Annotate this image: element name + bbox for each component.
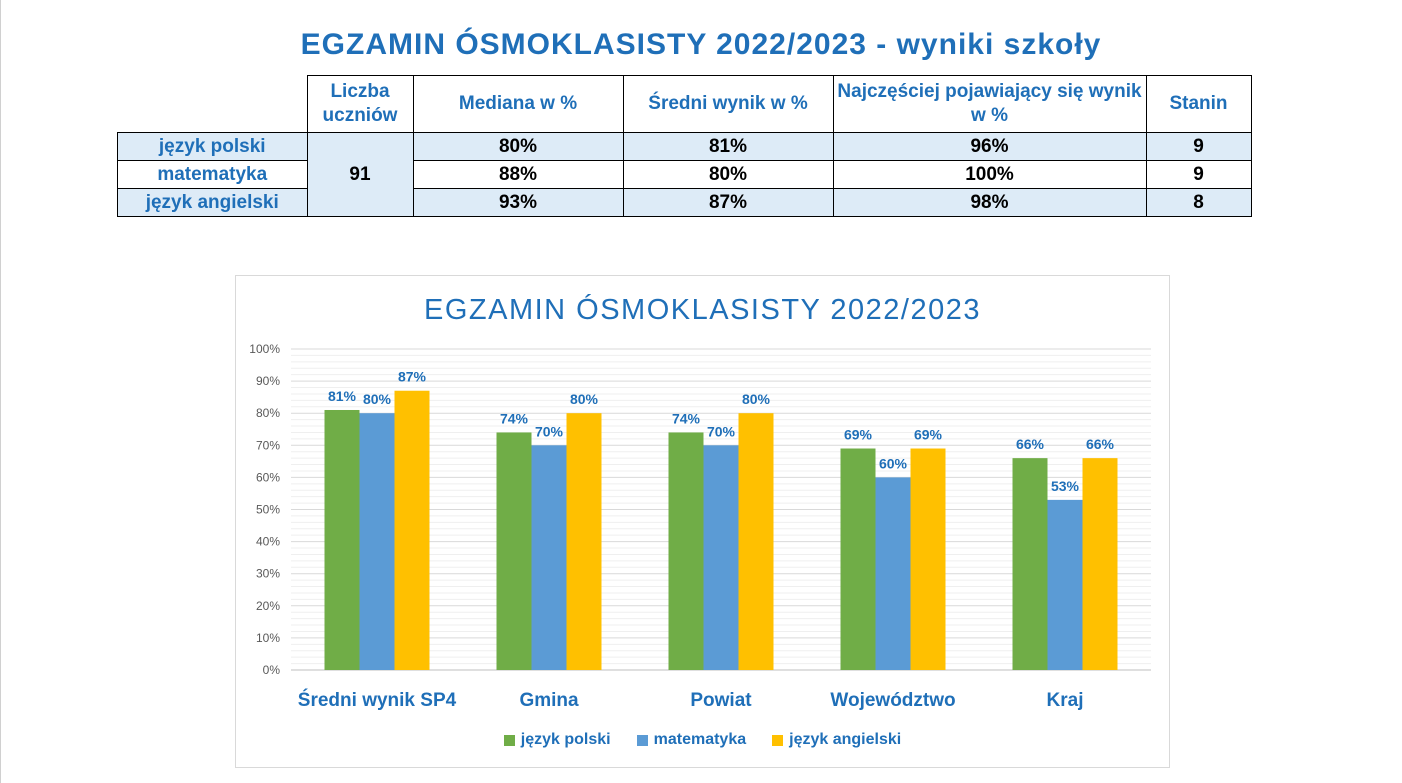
data-label: 80% — [570, 391, 599, 407]
data-label: 69% — [844, 427, 873, 443]
legend-swatch — [503, 734, 515, 746]
bar — [394, 390, 430, 670]
bar — [910, 448, 946, 670]
header-mean: Średni wynik w % — [622, 75, 834, 133]
stanine-cell: 9 — [1145, 160, 1252, 189]
y-tick-label: 100% — [249, 342, 280, 356]
y-tick-label: 50% — [256, 503, 280, 517]
subject-cell: język angielski — [117, 188, 308, 217]
table-row: język polski 91 80% 81% 96% 9 — [117, 132, 1252, 217]
bar — [496, 432, 532, 670]
y-tick-label: 60% — [256, 470, 280, 484]
y-tick-label: 80% — [256, 406, 280, 420]
subject-cell: matematyka — [117, 160, 308, 189]
legend-item: język angielski — [772, 731, 901, 749]
mean-cell: 80% — [622, 160, 834, 189]
median-cell: 88% — [412, 160, 624, 189]
header-student-count: Liczba uczniów — [306, 75, 414, 133]
y-tick-label: 0% — [263, 663, 281, 677]
data-label: 87% — [398, 369, 427, 385]
bar — [1082, 458, 1118, 670]
bar — [566, 413, 602, 670]
y-tick-label: 70% — [256, 438, 280, 452]
stanine-cell: 8 — [1145, 188, 1252, 217]
bar — [1012, 458, 1048, 670]
legend-label: język angielski — [789, 731, 902, 748]
bar — [738, 413, 774, 670]
data-label: 80% — [742, 391, 771, 407]
data-label: 74% — [500, 410, 529, 426]
x-tick-label: Gmina — [519, 690, 579, 711]
mode-cell: 98% — [832, 188, 1147, 217]
x-tick-label: Średni wynik SP4 — [298, 689, 457, 711]
x-tick-label: Powiat — [690, 690, 752, 711]
data-label: 69% — [914, 427, 943, 443]
median-cell: 80% — [412, 132, 624, 161]
data-label: 81% — [328, 388, 357, 404]
stanine-cell: 9 — [1145, 132, 1252, 161]
mode-cell: 100% — [832, 160, 1147, 189]
legend-item: język polski — [503, 731, 611, 749]
table-header-row: Liczba uczniów Mediana w % Średni wynik … — [117, 75, 1252, 133]
bar — [531, 445, 567, 670]
legend-label: matematyka — [653, 731, 747, 748]
student-count-cell: 91 — [306, 132, 414, 217]
page-left-border — [0, 0, 1, 783]
table-row: język angielski 93% 87% 98% 8 — [117, 188, 1252, 217]
data-label: 66% — [1016, 436, 1045, 452]
header-stanine: Stanin — [1145, 75, 1252, 133]
data-label: 66% — [1086, 436, 1115, 452]
header-median: Mediana w % — [412, 75, 624, 133]
legend-swatch — [636, 734, 648, 746]
legend-swatch — [772, 734, 784, 746]
chart-title: EGZAMIN ÓSMOKLASISTY 2022/2023 — [423, 294, 982, 326]
bar — [1047, 499, 1083, 670]
y-tick-label: 90% — [256, 374, 280, 388]
x-tick-label: Kraj — [1047, 690, 1084, 711]
bar — [840, 448, 876, 670]
data-label: 74% — [672, 410, 701, 426]
bar — [703, 445, 739, 670]
subject-cell: język polski — [117, 132, 308, 161]
chart-legend: język polski matematyka język angielski — [236, 731, 1169, 749]
table-corner-cell — [117, 75, 308, 133]
results-table: Liczba uczniów Mediana w % Średni wynik … — [117, 75, 1252, 217]
y-tick-label: 40% — [256, 535, 280, 549]
y-tick-label: 20% — [256, 599, 280, 613]
bar — [668, 432, 704, 670]
median-cell: 93% — [412, 188, 624, 217]
mean-cell: 81% — [622, 132, 834, 161]
bar — [875, 477, 911, 670]
table-row: matematyka 88% 80% 100% 9 — [117, 160, 1252, 189]
header-mode: Najczęściej pojawiający się wynik w % — [832, 75, 1147, 133]
bar — [324, 409, 360, 670]
data-label: 53% — [1051, 478, 1080, 494]
mean-cell: 87% — [622, 188, 834, 217]
data-label: 80% — [363, 391, 392, 407]
x-tick-label: Województwo — [830, 690, 955, 711]
bar — [359, 413, 395, 670]
data-label: 70% — [535, 423, 564, 439]
legend-label: język polski — [520, 731, 611, 748]
bar-chart-plot: 0% 10% 20% 30% 40% 50% 60% 70% 80% 90% 100% 81% 80% 8… — [249, 342, 1151, 711]
mode-cell: 96% — [832, 132, 1147, 161]
legend-item: matematyka — [636, 731, 747, 749]
data-label: 60% — [879, 455, 908, 471]
y-tick-label: 30% — [256, 567, 280, 581]
chart-container: EGZAMIN ÓSMOKLASISTY 2022/2023 0% 10% 20% 3… — [235, 275, 1170, 768]
page-title: EGZAMIN ÓSMOKLASISTY 2022/2023 - wyniki … — [300, 28, 1102, 61]
data-label: 70% — [707, 423, 736, 439]
y-tick-label: 10% — [256, 631, 280, 645]
